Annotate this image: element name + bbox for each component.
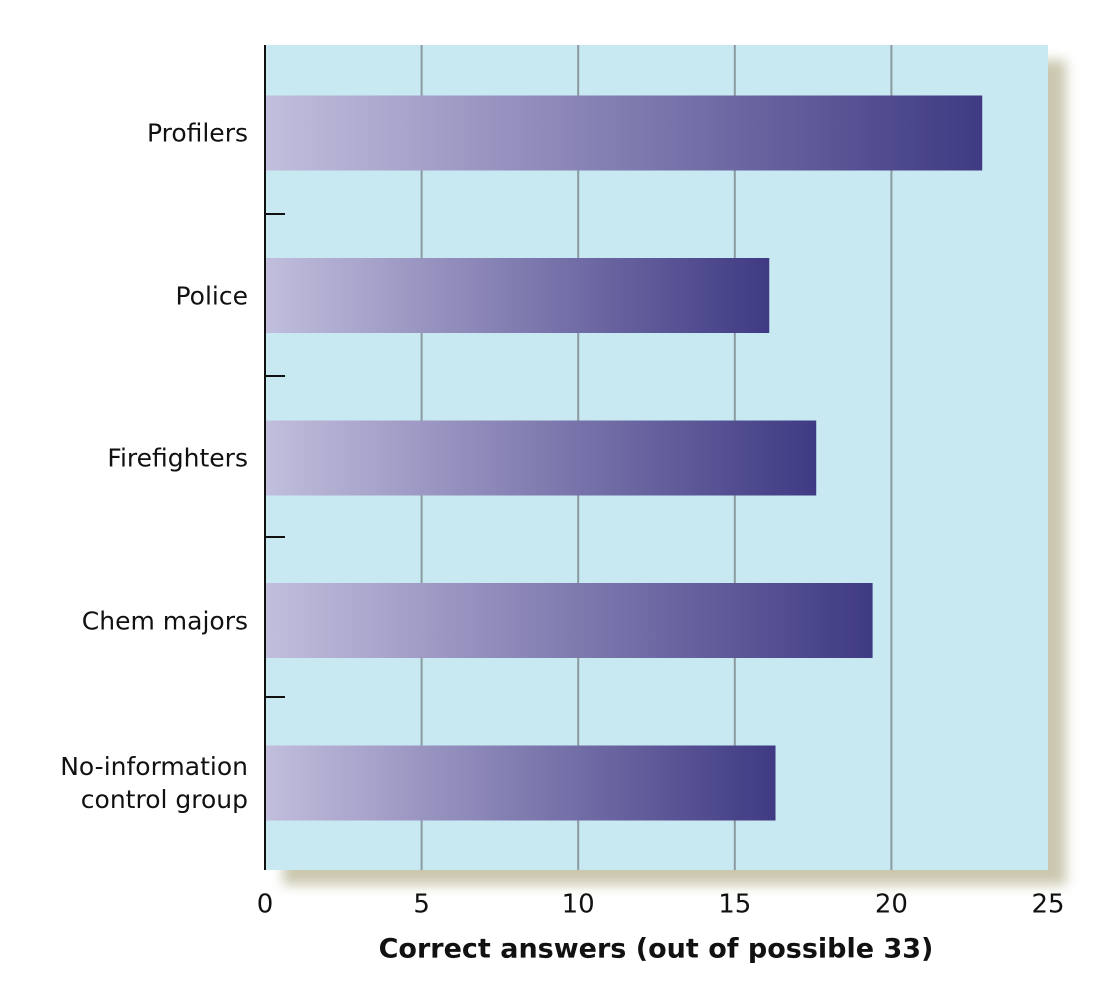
y-tick-label: Firefighters — [107, 443, 248, 473]
y-tick-label: Police — [175, 281, 249, 310]
x-tick-label: 15 — [718, 890, 751, 920]
bar — [265, 420, 817, 496]
bar — [265, 95, 983, 171]
y-tick-label: Chem majors — [81, 606, 248, 635]
y-tick-label: No-information control group — [60, 752, 248, 814]
bar — [265, 745, 776, 821]
x-tick-label: 20 — [875, 890, 908, 920]
y-tick-label: Profilers — [146, 118, 248, 148]
x-tick-label: 5 — [413, 890, 430, 920]
x-tick-label: 25 — [1031, 890, 1064, 920]
x-tick-label: 0 — [257, 890, 274, 920]
bar — [265, 583, 873, 658]
x-axis-label: Correct answers (out of possible 33) — [379, 934, 934, 965]
x-tick-label: 10 — [562, 890, 595, 920]
bar — [265, 258, 770, 333]
